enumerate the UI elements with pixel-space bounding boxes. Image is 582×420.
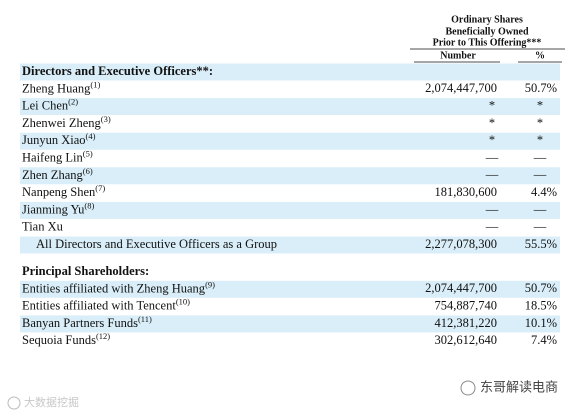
- watermark-icon: [7, 396, 21, 410]
- number: *: [489, 133, 495, 147]
- section-title: Principal Shareholders:: [22, 264, 149, 278]
- percent: 7.4%: [531, 333, 557, 347]
- row-name: Entities affiliated with Zheng Huang(9): [22, 279, 215, 295]
- watermark: 东哥解读电商: [480, 381, 558, 396]
- percent: *: [537, 133, 543, 147]
- number: —: [485, 168, 499, 182]
- row-name: Sequoia Funds(12): [22, 331, 110, 347]
- row-band: [20, 201, 560, 219]
- percent: *: [537, 98, 543, 112]
- name: Zheng Huang: [22, 81, 91, 95]
- column-header: Number: [440, 50, 476, 61]
- footnote: (9): [205, 279, 215, 289]
- percent: —: [533, 168, 547, 182]
- number: *: [489, 116, 495, 130]
- number: 754,887,740: [435, 298, 498, 312]
- number: —: [485, 220, 499, 234]
- row-name: Tian Xu: [22, 220, 64, 234]
- row-name: Zhenwei Zheng(3): [22, 114, 111, 130]
- row-band: [20, 132, 560, 150]
- percent: —: [533, 220, 547, 234]
- number: 181,830,600: [435, 185, 498, 199]
- watermark: 大数据挖掘: [24, 395, 79, 409]
- number: *: [489, 98, 495, 112]
- name: Entities affiliated with Tencent: [22, 298, 176, 312]
- row-name: Banyan Partners Funds(11): [22, 314, 152, 330]
- number: 2,074,447,700: [425, 81, 497, 95]
- footnote: (4): [86, 131, 96, 141]
- percent: —: [533, 202, 547, 216]
- row-band: [20, 167, 560, 185]
- percent: 10.1%: [525, 316, 557, 330]
- number: 2,277,078,300: [425, 237, 497, 251]
- name: Tian Xu: [22, 220, 64, 234]
- watermark-icon: [460, 380, 476, 396]
- column-header: %: [535, 50, 545, 61]
- percent: 18.5%: [525, 298, 557, 312]
- row-band: [20, 236, 560, 254]
- number: 302,612,640: [435, 333, 498, 347]
- header-line: Ordinary Shares: [451, 14, 523, 25]
- footnote: (3): [101, 114, 111, 124]
- row-name: Nanpeng Shen(7): [22, 183, 105, 199]
- number: —: [485, 202, 499, 216]
- name: Lei Chen: [22, 98, 69, 112]
- footnote: (6): [83, 166, 93, 176]
- number: 412,381,220: [435, 316, 498, 330]
- number: —: [485, 150, 499, 164]
- row-band: [20, 315, 560, 333]
- name: Zhen Zhang: [22, 168, 83, 182]
- percent: 4.4%: [531, 185, 557, 199]
- footnote: (7): [95, 183, 105, 193]
- name: All Directors and Executive Officers as …: [36, 237, 277, 251]
- name: Banyan Partners Funds: [22, 316, 138, 330]
- footnote: (2): [68, 97, 78, 107]
- number: 2,074,447,700: [425, 281, 497, 295]
- percent: 50.7%: [525, 281, 557, 295]
- percent: 55.5%: [525, 237, 557, 251]
- row-band: [20, 280, 560, 298]
- row-name: Jianming Yu(8): [22, 200, 94, 216]
- row-band: [20, 63, 560, 81]
- footnote: (8): [84, 200, 94, 210]
- row-name: Zhen Zhang(6): [22, 166, 93, 182]
- name: Jianming Yu: [22, 202, 85, 216]
- row-name: Haifeng Lin(5): [22, 148, 93, 164]
- row-name: Junyun Xiao(4): [22, 131, 96, 147]
- name: Haifeng Lin: [22, 150, 83, 164]
- percent: —: [533, 150, 547, 164]
- name: Sequoia Funds: [22, 333, 96, 347]
- row-band: [20, 98, 560, 116]
- footnote: (11): [138, 314, 152, 324]
- footnote: (10): [176, 297, 190, 307]
- footnote: (12): [96, 331, 110, 341]
- name: Nanpeng Shen: [22, 185, 96, 199]
- row-name: All Directors and Executive Officers as …: [36, 237, 277, 251]
- header-line: Beneficially Owned: [445, 26, 528, 37]
- header-line: Prior to This Offering***: [433, 37, 542, 48]
- footnote: (5): [83, 148, 93, 158]
- name: Zhenwei Zheng: [22, 116, 102, 130]
- percent: *: [537, 116, 543, 130]
- section-title: Directors and Executive Officers**:: [22, 64, 213, 78]
- row-name: Lei Chen(2): [22, 97, 78, 113]
- name: Entities affiliated with Zheng Huang: [22, 281, 206, 295]
- name: Junyun Xiao: [22, 133, 86, 147]
- row-name: Entities affiliated with Tencent(10): [22, 297, 190, 313]
- row-name: Zheng Huang(1): [22, 79, 100, 95]
- footnote: (1): [90, 79, 100, 89]
- percent: 50.7%: [525, 81, 557, 95]
